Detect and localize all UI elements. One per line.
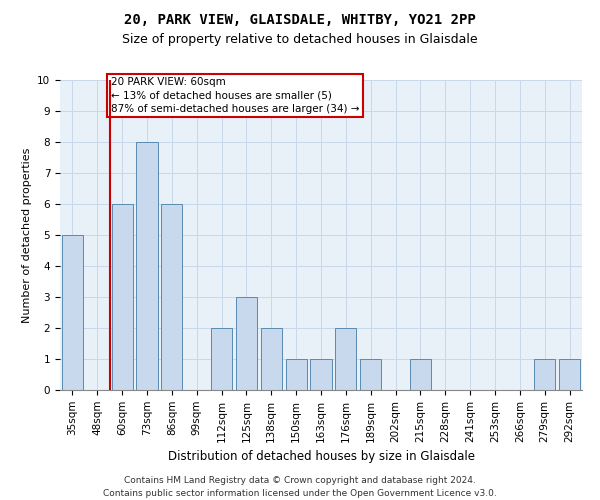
Bar bbox=[534, 359, 555, 390]
Bar bbox=[310, 359, 332, 390]
Bar bbox=[211, 328, 232, 390]
Bar bbox=[236, 297, 257, 390]
Bar bbox=[410, 359, 431, 390]
Bar bbox=[286, 359, 307, 390]
Bar bbox=[112, 204, 133, 390]
Bar bbox=[62, 235, 83, 390]
Bar bbox=[360, 359, 381, 390]
Bar bbox=[335, 328, 356, 390]
Text: 20, PARK VIEW, GLAISDALE, WHITBY, YO21 2PP: 20, PARK VIEW, GLAISDALE, WHITBY, YO21 2… bbox=[124, 12, 476, 26]
Bar bbox=[559, 359, 580, 390]
Text: Contains HM Land Registry data © Crown copyright and database right 2024.
Contai: Contains HM Land Registry data © Crown c… bbox=[103, 476, 497, 498]
Bar bbox=[261, 328, 282, 390]
Bar bbox=[161, 204, 182, 390]
Text: 20 PARK VIEW: 60sqm
← 13% of detached houses are smaller (5)
87% of semi-detache: 20 PARK VIEW: 60sqm ← 13% of detached ho… bbox=[111, 78, 359, 114]
Bar bbox=[136, 142, 158, 390]
Text: Size of property relative to detached houses in Glaisdale: Size of property relative to detached ho… bbox=[122, 32, 478, 46]
Y-axis label: Number of detached properties: Number of detached properties bbox=[22, 148, 32, 322]
X-axis label: Distribution of detached houses by size in Glaisdale: Distribution of detached houses by size … bbox=[167, 450, 475, 463]
